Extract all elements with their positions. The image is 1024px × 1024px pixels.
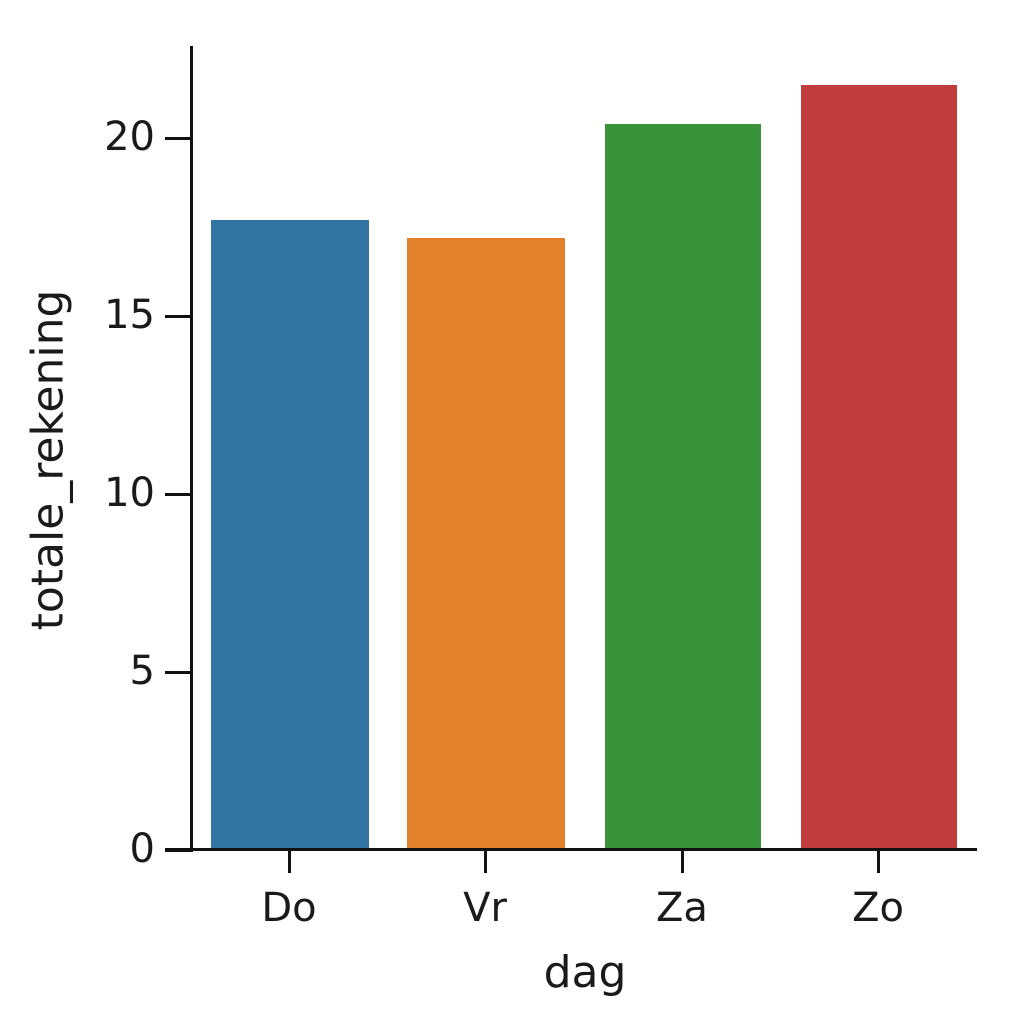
y-axis-title: totale_rekening bbox=[22, 289, 74, 631]
y-axis-line bbox=[190, 46, 193, 852]
x-tick-label-vr: Vr bbox=[463, 885, 507, 931]
x-tick-label-za: Za bbox=[656, 885, 708, 931]
y-tick-label-10: 10 bbox=[104, 470, 155, 516]
bar-zo bbox=[801, 84, 957, 850]
y-tick-mark bbox=[165, 493, 191, 496]
x-tick-mark bbox=[877, 851, 880, 873]
y-tick-label-20: 20 bbox=[104, 114, 155, 160]
x-tick-mark bbox=[484, 851, 487, 873]
bar-do bbox=[211, 219, 369, 850]
bar-za bbox=[605, 123, 761, 850]
x-axis-title: dag bbox=[543, 947, 627, 998]
y-tick-mark bbox=[165, 671, 191, 674]
y-tick-mark bbox=[165, 315, 191, 318]
y-tick-label-15: 15 bbox=[104, 292, 155, 338]
y-tick-label-5: 5 bbox=[129, 648, 155, 694]
x-tick-label-zo: Zo bbox=[852, 885, 904, 931]
x-axis-line bbox=[165, 848, 977, 851]
y-tick-label-0: 0 bbox=[129, 826, 155, 872]
bar-vr bbox=[407, 237, 565, 850]
x-tick-mark bbox=[681, 851, 684, 873]
x-tick-mark bbox=[288, 851, 291, 873]
y-tick-mark bbox=[165, 137, 191, 140]
x-tick-label-do: Do bbox=[261, 885, 317, 931]
